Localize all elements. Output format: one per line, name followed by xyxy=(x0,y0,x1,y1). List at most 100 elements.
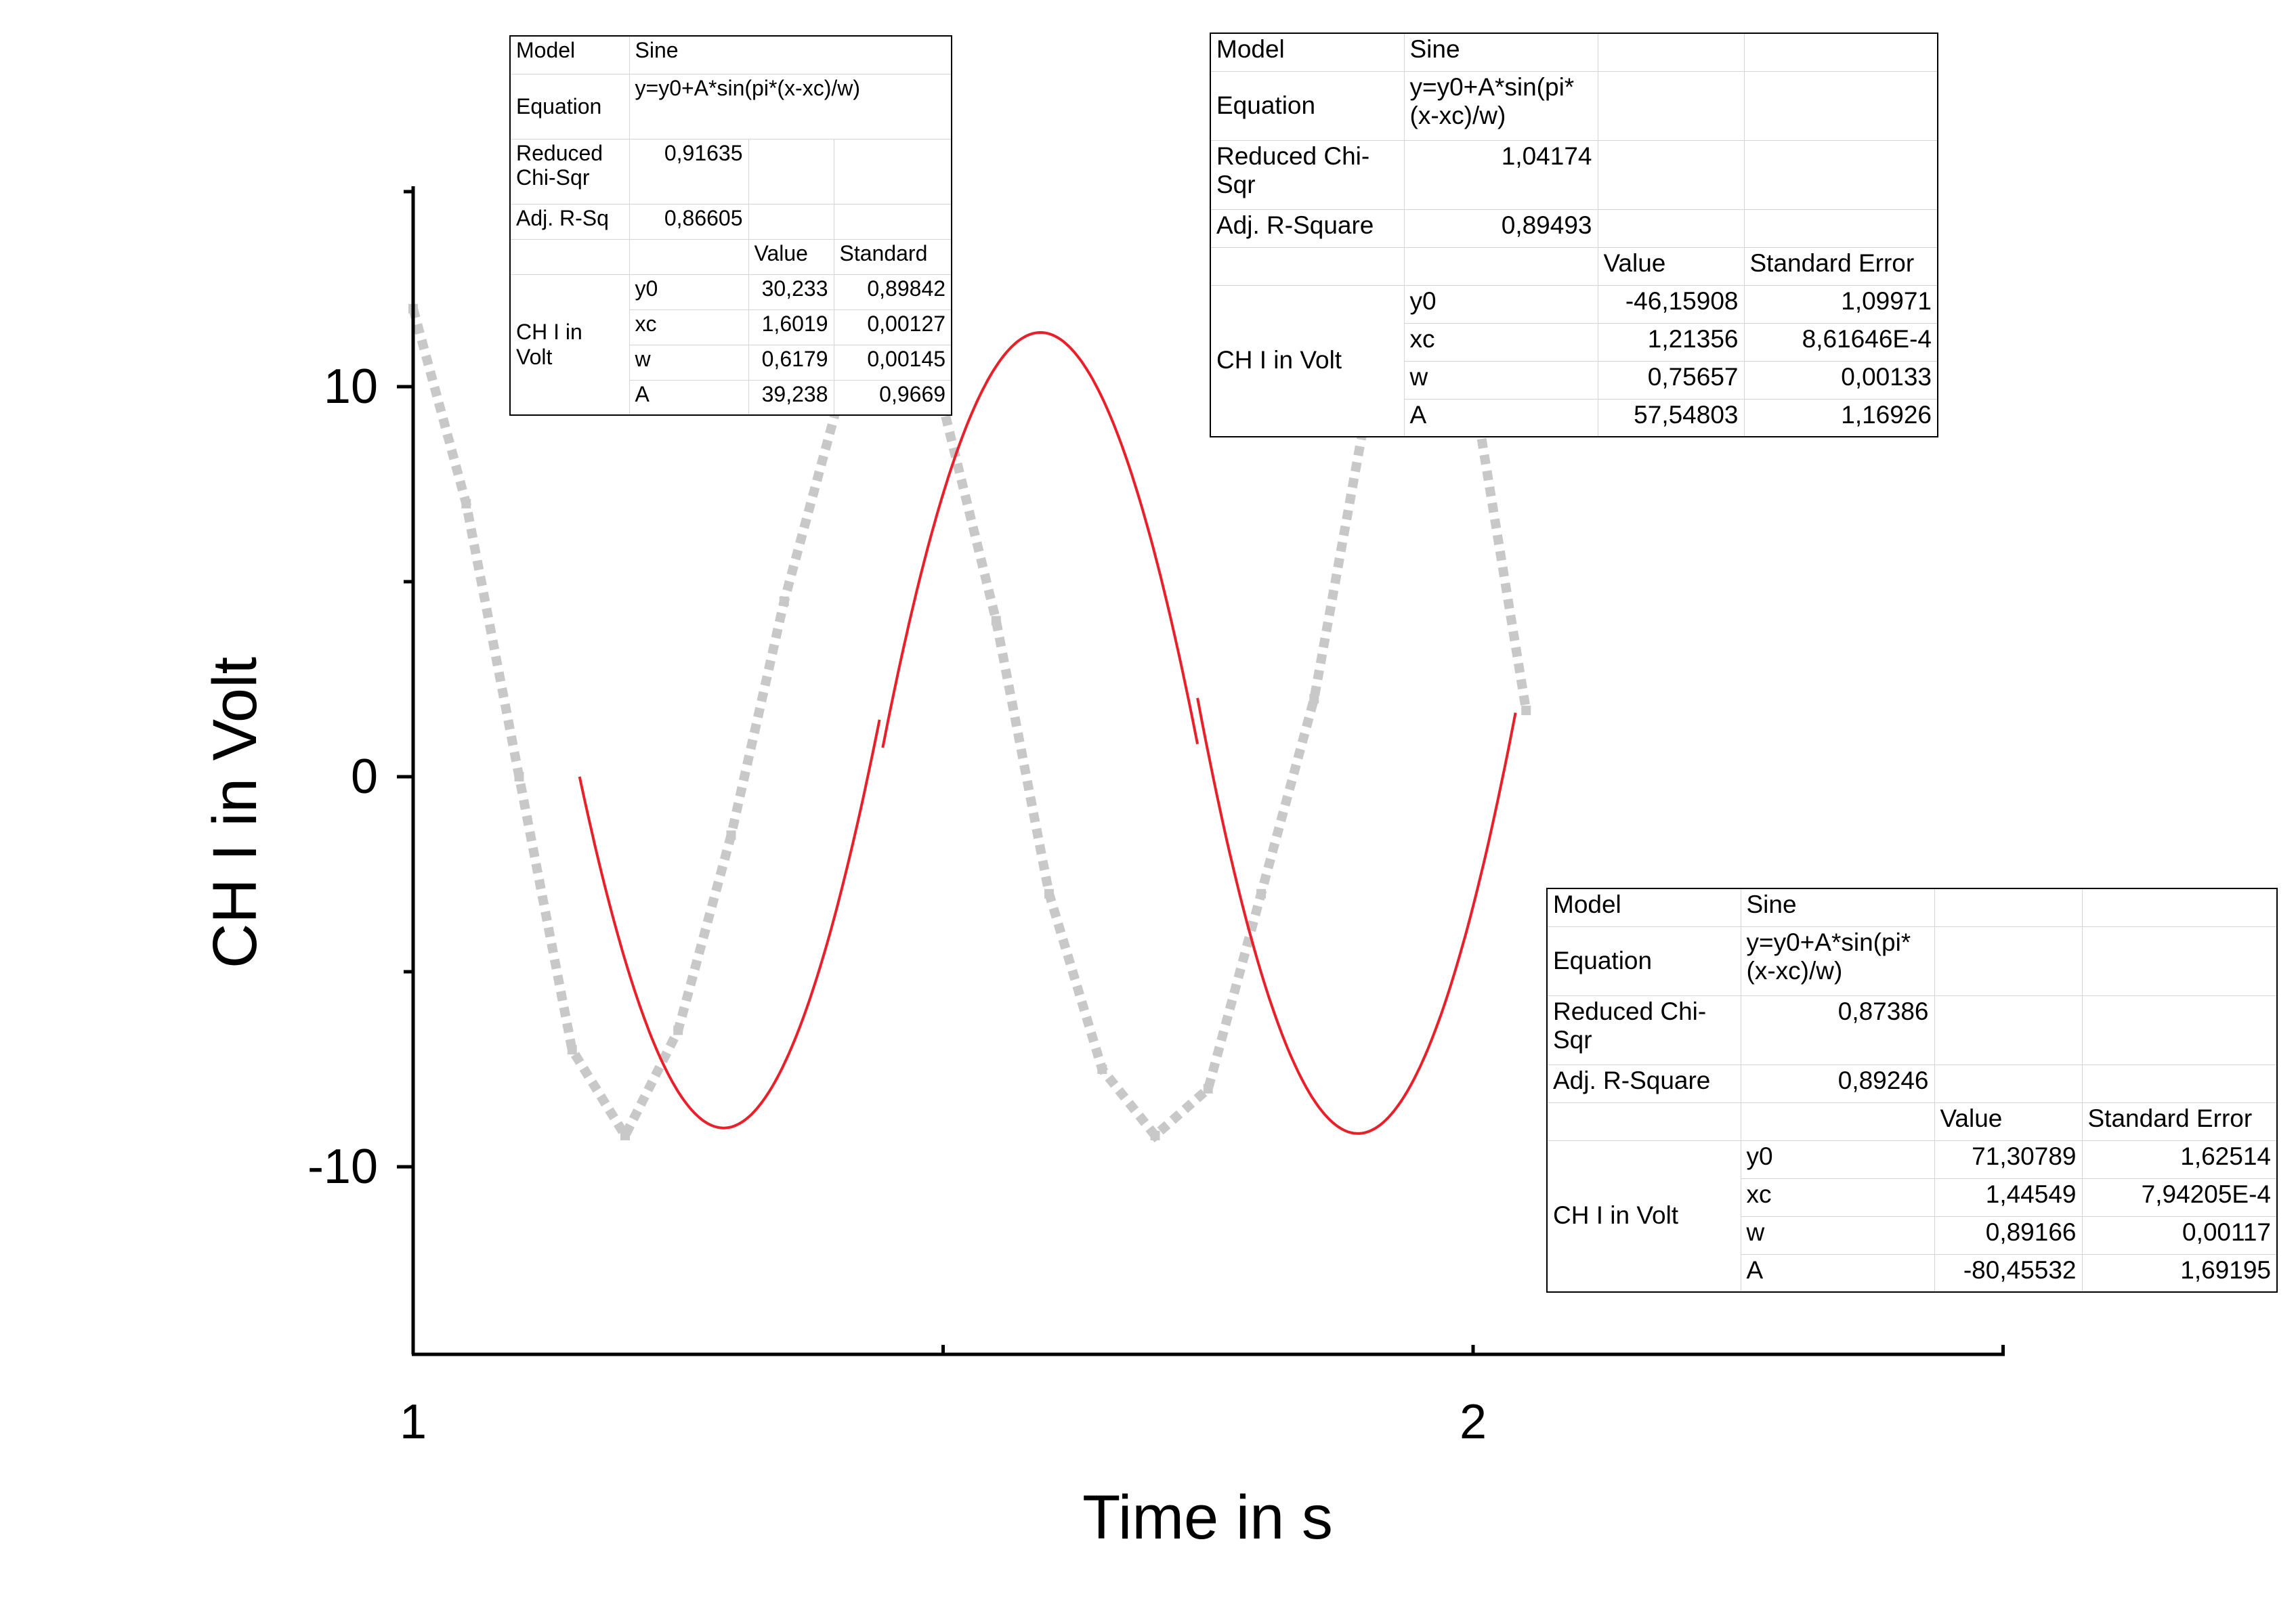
param-error: 1,69195 xyxy=(2081,1253,2278,1293)
param-name: w xyxy=(1740,1216,1935,1255)
param-error: 0,00145 xyxy=(833,344,952,381)
value-header: Value xyxy=(748,238,834,275)
param-value: 1,44549 xyxy=(1934,1178,2083,1217)
param-name: y0 xyxy=(629,274,749,310)
x-axis-title: Time in s xyxy=(1082,1483,1333,1552)
equation-value: y=y0+A*sin(pi*(x-xc)/w) xyxy=(629,73,952,139)
fit-results-table-1: Model Sine Equation y=y0+A*sin(pi*(x-xc)… xyxy=(509,35,953,416)
param-error: 8,61646E-4 xyxy=(1743,322,1938,362)
measured-data-point xyxy=(726,830,736,840)
param-value: 0,6179 xyxy=(748,344,834,381)
chisq-label: Reduced Chi-Sqr xyxy=(1210,139,1405,210)
error-header: Standard Error xyxy=(1743,246,1938,286)
model-label: Model xyxy=(509,35,630,74)
x-tick-label: 2 xyxy=(1460,1395,1487,1449)
model-value: Sine xyxy=(629,35,952,74)
chisq-label: Reduced Chi-Sqr xyxy=(509,138,630,205)
equation-label: Equation xyxy=(509,73,630,139)
r2-value: 0,89493 xyxy=(1403,209,1598,248)
param-name: A xyxy=(629,379,749,416)
group-label: CH I in Volt xyxy=(509,274,630,416)
param-name: A xyxy=(1403,398,1598,437)
param-name: w xyxy=(629,344,749,381)
measured-data-point xyxy=(1309,693,1319,704)
param-name: A xyxy=(1740,1253,1935,1293)
param-name: y0 xyxy=(1403,284,1598,324)
measured-data-point xyxy=(1044,888,1054,899)
fit-results-table-2: Model Sine Equation y=y0+A*sin(pi*(x-xc)… xyxy=(1210,33,1938,437)
chisq-value: 1,04174 xyxy=(1403,139,1598,210)
param-error: 0,89842 xyxy=(833,274,952,310)
measured-data-point xyxy=(779,596,789,606)
x-tick-label: 1 xyxy=(400,1395,427,1449)
param-name: xc xyxy=(1403,322,1598,362)
param-value: 71,30789 xyxy=(1934,1140,2083,1179)
r2-label: Adj. R-Square xyxy=(1210,209,1405,248)
measured-data-point xyxy=(514,772,524,781)
group-label: CH I in Volt xyxy=(1546,1140,1741,1293)
chisq-value: 0,91635 xyxy=(629,138,749,205)
measured-data-point xyxy=(1203,1083,1213,1094)
y-tick-label: 0 xyxy=(351,750,378,804)
r2-label: Adj. R-Sq xyxy=(509,203,630,240)
fit-curve-segment xyxy=(881,330,1199,748)
param-name: w xyxy=(1403,360,1598,400)
param-error: 1,62514 xyxy=(2081,1140,2278,1179)
param-error: 0,00133 xyxy=(1743,360,1938,400)
value-header: Value xyxy=(1597,246,1745,286)
measured-data-point xyxy=(461,498,471,509)
measured-data-point xyxy=(620,1130,630,1140)
measured-data-point xyxy=(1256,888,1266,899)
error-header: Standard Error xyxy=(2081,1102,2278,1141)
group-label: CH I in Volt xyxy=(1210,284,1405,437)
fit-curve-segment xyxy=(578,719,881,1130)
r2-label: Adj. R-Square xyxy=(1546,1064,1741,1103)
model-label: Model xyxy=(1546,888,1741,927)
model-value: Sine xyxy=(1740,888,1935,927)
model-value: Sine xyxy=(1403,33,1598,72)
param-value: 30,233 xyxy=(748,274,834,310)
param-error: 0,00127 xyxy=(833,309,952,345)
model-label: Model xyxy=(1210,33,1405,72)
measured-data-point xyxy=(1521,706,1531,716)
equation-label: Equation xyxy=(1546,926,1741,996)
value-header: Value xyxy=(1934,1102,2083,1141)
param-name: xc xyxy=(1740,1178,1935,1217)
equation-value: y=y0+A*sin(pi*(x-xc)/w) xyxy=(1403,70,1598,141)
measured-data-line xyxy=(408,307,1531,1146)
param-value: 1,6019 xyxy=(748,309,834,345)
y-tick-label: -10 xyxy=(307,1140,378,1194)
y-tick-label: 10 xyxy=(324,360,378,414)
measured-data-point xyxy=(991,616,1001,626)
param-error: 0,9669 xyxy=(833,379,952,416)
measured-data-point xyxy=(567,1045,577,1055)
y-axis-ticks: -10 0 10 xyxy=(307,190,413,1194)
r2-value: 0,89246 xyxy=(1740,1064,1935,1103)
param-error: 0,00117 xyxy=(2081,1216,2278,1255)
error-header: Standard xyxy=(833,238,952,275)
chisq-value: 0,87386 xyxy=(1740,995,1935,1065)
param-error: 1,09971 xyxy=(1743,284,1938,324)
param-value: -80,45532 xyxy=(1934,1253,2083,1293)
r2-value: 0,86605 xyxy=(629,203,749,240)
param-error: 1,16926 xyxy=(1743,398,1938,437)
y-axis-title: CH I in Volt xyxy=(200,657,270,968)
param-value: -46,15908 xyxy=(1597,284,1745,324)
fit-curve-series xyxy=(578,330,1517,1135)
param-value: 0,89166 xyxy=(1934,1216,2083,1255)
param-value: 1,21356 xyxy=(1597,322,1745,362)
equation-value: y=y0+A*sin(pi*(x-xc)/w) xyxy=(1740,926,1935,996)
param-value: 57,54803 xyxy=(1597,398,1745,437)
equation-label: Equation xyxy=(1210,70,1405,141)
measured-data-point xyxy=(1150,1130,1160,1140)
param-error: 7,94205E-4 xyxy=(2081,1178,2278,1217)
measured-data-point xyxy=(1097,1065,1107,1074)
measured-data-point xyxy=(673,1025,683,1035)
chisq-label: Reduced Chi-Sqr xyxy=(1546,995,1741,1065)
param-name: y0 xyxy=(1740,1140,1935,1179)
fit-results-table-3: Model Sine Equation y=y0+A*sin(pi*(x-xc)… xyxy=(1546,888,2278,1293)
param-name: xc xyxy=(629,309,749,345)
param-value: 0,75657 xyxy=(1597,360,1745,400)
